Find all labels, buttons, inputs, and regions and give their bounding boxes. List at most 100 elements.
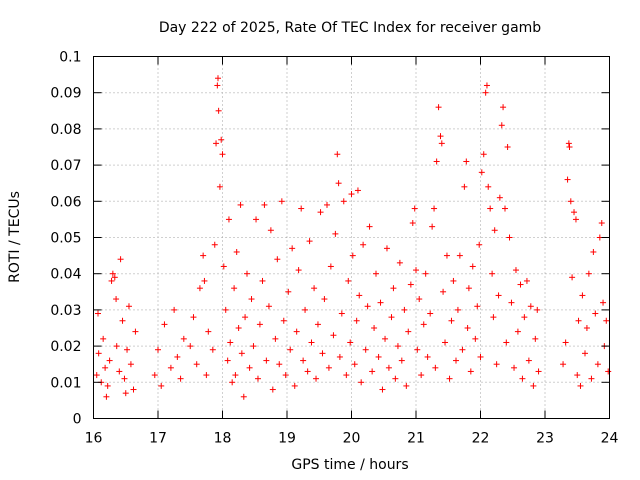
data-point	[565, 140, 572, 147]
data-point	[254, 375, 261, 382]
data-point	[418, 372, 425, 379]
x-tick-label: 19	[278, 431, 296, 447]
x-tick-label: 23	[536, 431, 554, 447]
data-point	[489, 270, 496, 277]
data-point	[375, 353, 382, 360]
data-point	[603, 317, 610, 324]
data-point	[452, 357, 459, 364]
data-point	[167, 364, 174, 371]
data-point	[532, 335, 539, 342]
data-point	[265, 303, 272, 310]
data-point	[514, 328, 521, 335]
data-point	[422, 270, 429, 277]
data-point	[161, 321, 168, 328]
y-tick-label: 0.08	[50, 122, 81, 138]
data-point	[127, 361, 134, 368]
data-point	[237, 201, 244, 208]
data-point	[313, 375, 320, 382]
data-point	[585, 270, 592, 277]
data-point	[218, 136, 225, 143]
data-point	[437, 133, 444, 140]
data-point	[256, 321, 263, 328]
data-point	[242, 314, 249, 321]
data-point	[379, 386, 386, 393]
data-point	[392, 375, 399, 382]
data-point	[272, 335, 279, 342]
data-point	[581, 350, 588, 357]
data-point	[366, 223, 373, 230]
data-point	[302, 306, 309, 313]
data-point	[250, 343, 257, 350]
data-point	[390, 285, 397, 292]
data-point	[454, 306, 461, 313]
data-point	[117, 256, 124, 263]
data-point	[259, 277, 266, 284]
data-point	[311, 285, 318, 292]
data-point	[579, 292, 586, 299]
data-point	[121, 375, 128, 382]
data-point	[300, 357, 307, 364]
y-tick-label: 0.04	[50, 267, 81, 283]
data-point	[427, 310, 434, 317]
data-point	[594, 361, 601, 368]
data-point	[124, 346, 131, 353]
data-point	[171, 306, 178, 313]
data-point	[317, 209, 324, 216]
data-point	[383, 245, 390, 252]
data-point	[122, 390, 129, 397]
data-point	[508, 299, 515, 306]
data-point	[413, 267, 419, 274]
data-point	[209, 346, 216, 353]
data-point	[132, 328, 139, 335]
data-point	[474, 303, 481, 310]
data-point	[525, 357, 532, 364]
y-tick-label: 0.03	[50, 303, 81, 319]
data-point	[394, 343, 401, 350]
data-point	[478, 169, 485, 176]
data-point	[201, 277, 208, 284]
data-point	[224, 357, 231, 364]
data-point	[512, 267, 519, 274]
data-point	[220, 263, 227, 270]
data-point	[276, 361, 283, 368]
data-point	[583, 325, 590, 331]
y-tick-label: 0.01	[50, 375, 81, 391]
data-point	[108, 277, 115, 284]
data-point	[343, 372, 350, 379]
data-point	[433, 158, 440, 165]
y-axis-label: ROTI / TECUs	[7, 191, 23, 283]
data-point	[414, 346, 421, 353]
data-point	[506, 234, 513, 241]
data-point	[338, 310, 345, 317]
data-point	[93, 372, 100, 379]
data-point	[119, 317, 126, 324]
grid	[93, 56, 610, 419]
data-point	[203, 372, 210, 379]
data-point	[291, 382, 298, 389]
x-tick-label: 21	[407, 431, 425, 447]
data-point	[480, 151, 487, 158]
data-point	[535, 368, 542, 375]
data-point	[523, 277, 530, 284]
data-point	[435, 104, 442, 111]
data-point	[215, 107, 222, 114]
y-tick-label: 0.09	[50, 86, 81, 102]
data-point	[566, 144, 573, 150]
data-point	[456, 252, 463, 259]
data-point	[440, 288, 447, 295]
data-point	[125, 303, 132, 310]
data-point	[231, 285, 238, 292]
data-point	[403, 382, 410, 389]
data-point	[590, 248, 597, 255]
data-point	[432, 364, 439, 371]
data-point	[496, 194, 503, 201]
data-point	[405, 328, 412, 335]
data-point	[353, 317, 360, 324]
data-point	[416, 296, 423, 303]
data-point	[174, 353, 181, 360]
data-points	[93, 75, 612, 400]
y-tick-label: 0.1	[59, 50, 81, 66]
data-point	[327, 263, 334, 270]
data-point	[477, 353, 484, 360]
data-point	[467, 368, 474, 375]
